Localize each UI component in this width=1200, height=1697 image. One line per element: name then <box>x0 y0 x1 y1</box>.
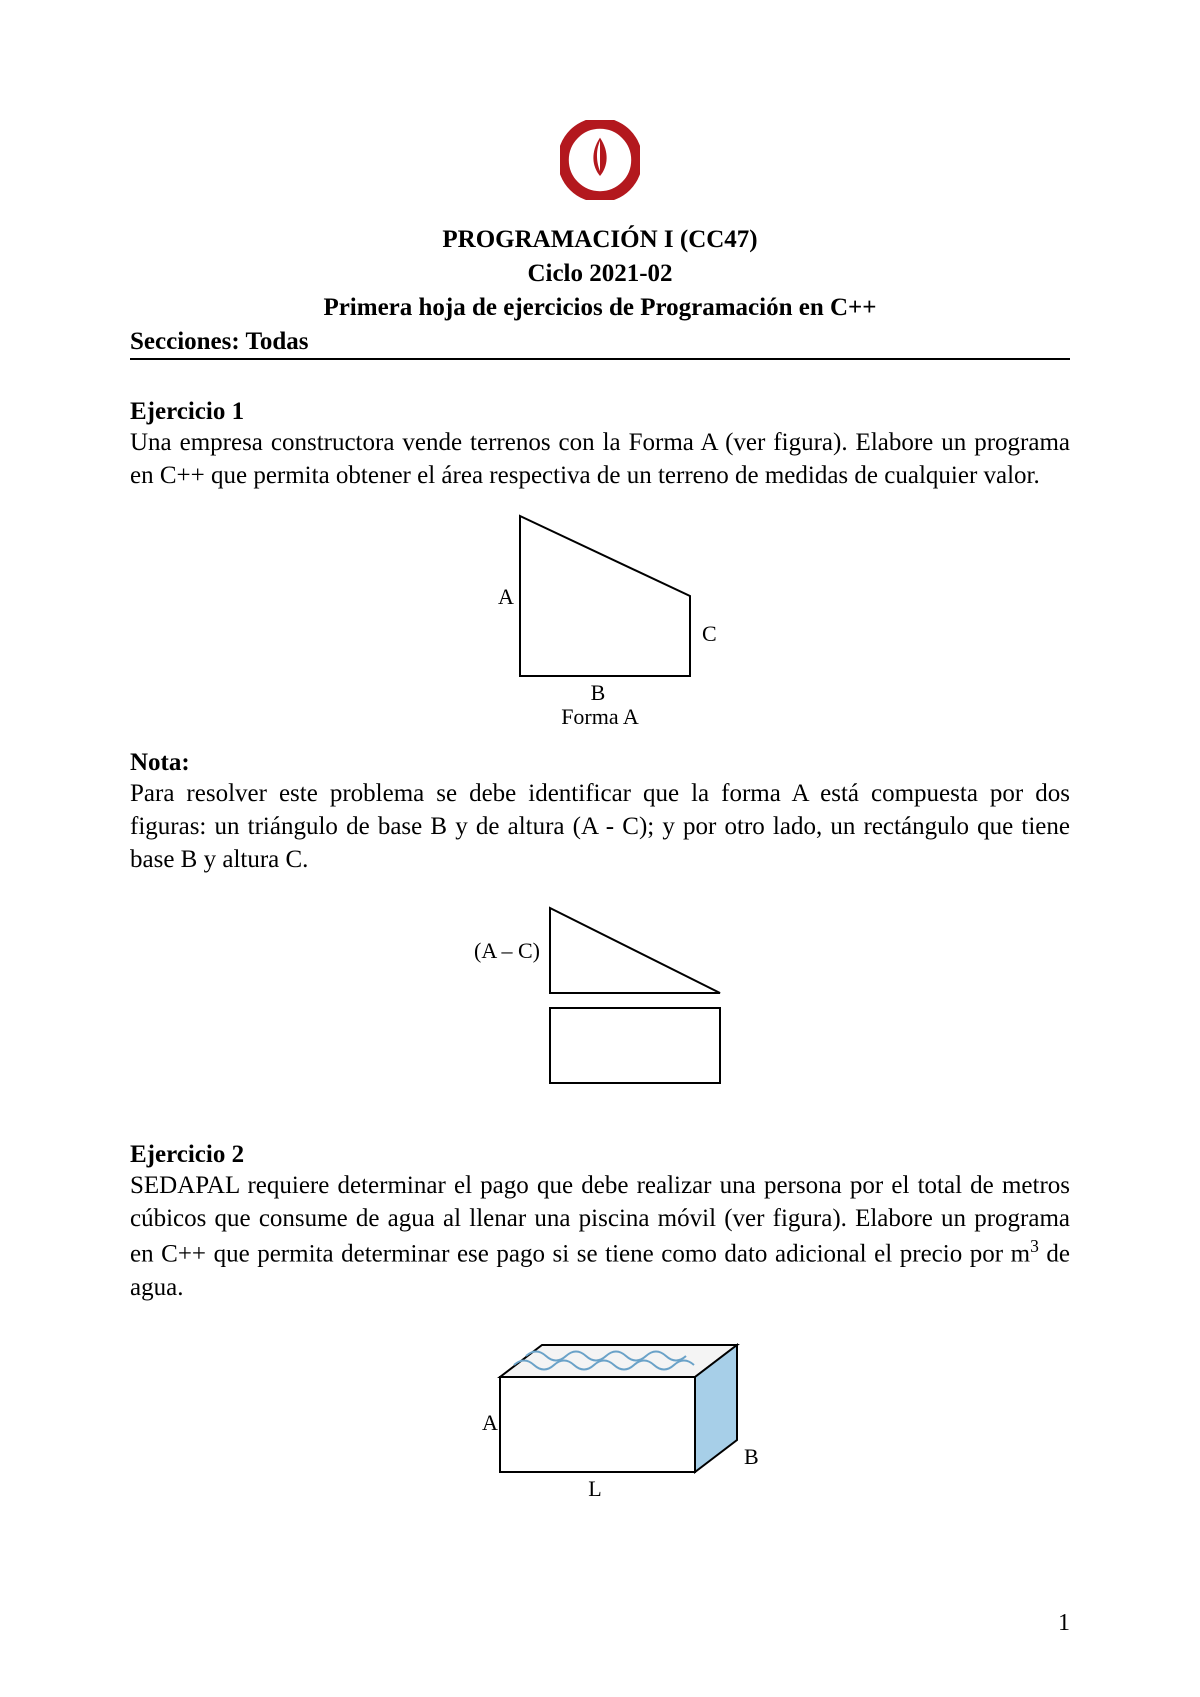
figure-decomposition: (A – C) <box>130 898 1070 1103</box>
triangle-rect-diagram-icon: (A – C) <box>440 898 760 1098</box>
document-header: PROGRAMACIÓN I (CC47) Ciclo 2021-02 Prim… <box>130 223 1070 324</box>
pool-box-diagram-icon: A B L <box>430 1322 770 1502</box>
figure-forma-a: A C B Forma A <box>130 506 1070 735</box>
pool-label-B: B <box>744 1444 759 1469</box>
exercise-2-title: Ejercicio 2 <box>130 1141 1070 1169</box>
figure-caption: Forma A <box>561 704 639 729</box>
page-number: 1 <box>1058 1610 1070 1637</box>
document-page: PROGRAMACIÓN I (CC47) Ciclo 2021-02 Prim… <box>0 0 1200 1567</box>
label-A: A <box>498 584 514 609</box>
nota-title: Nota: <box>130 749 1070 777</box>
nota-text: Para resolver este problema se debe iden… <box>130 777 1070 876</box>
sections-label: Secciones: Todas <box>130 328 1070 360</box>
label-C: C <box>702 621 717 646</box>
label-A-minus-C: (A – C) <box>474 938 540 963</box>
course-title: PROGRAMACIÓN I (CC47) <box>130 223 1070 257</box>
logo-container <box>130 120 1070 205</box>
term-line: Ciclo 2021-02 <box>130 257 1070 291</box>
pool-label-A: A <box>482 1410 498 1435</box>
institution-logo-icon <box>560 120 640 200</box>
ex2-sup: 3 <box>1030 1236 1039 1256</box>
label-B: B <box>591 680 606 705</box>
trapezoid-diagram-icon: A C B Forma A <box>440 506 760 730</box>
exercise-1-title: Ejercicio 1 <box>130 398 1070 426</box>
exercise-2-text: SEDAPAL requiere determinar el pago que … <box>130 1169 1070 1303</box>
figure-pool: A B L <box>130 1322 1070 1507</box>
pool-label-L: L <box>588 1476 601 1501</box>
worksheet-title: Primera hoja de ejercicios de Programaci… <box>130 291 1070 325</box>
exercise-1-text: Una empresa constructora vende terrenos … <box>130 426 1070 492</box>
ex2-text-pre: SEDAPAL requiere determinar el pago que … <box>130 1172 1070 1267</box>
